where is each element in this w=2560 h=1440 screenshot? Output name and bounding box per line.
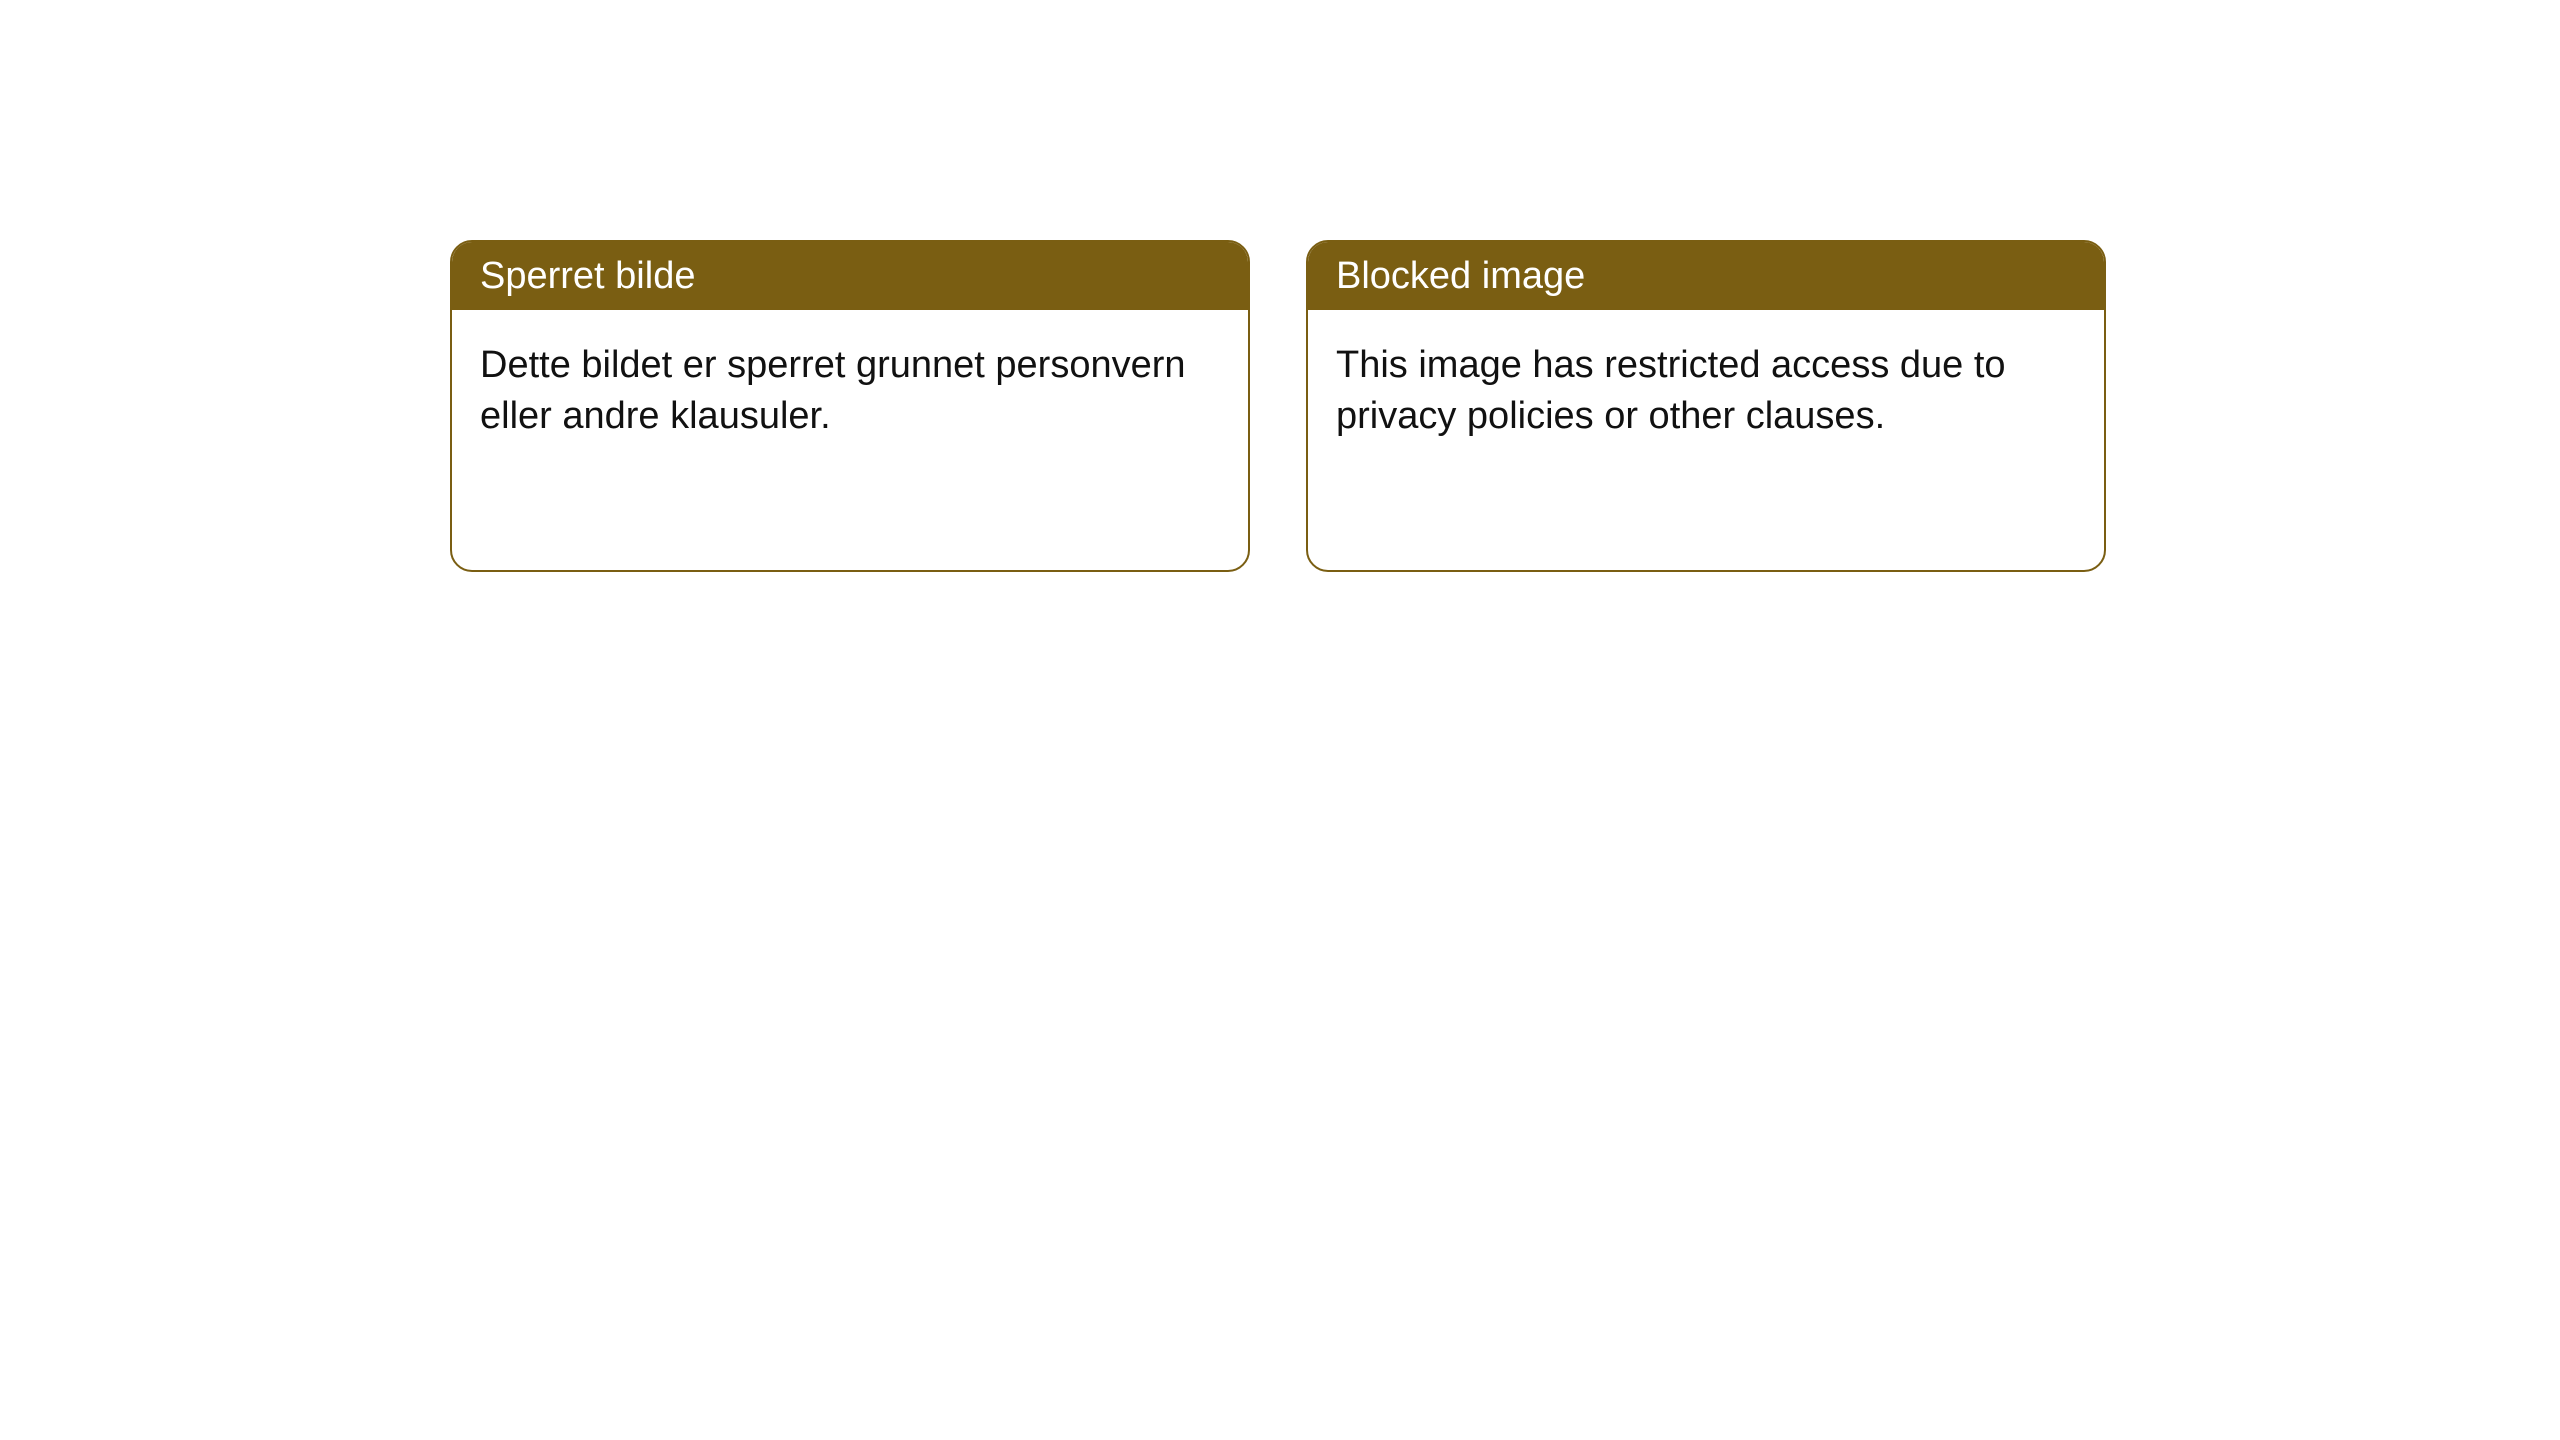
notice-card-body-text: This image has restricted access due to … bbox=[1336, 344, 2006, 437]
notice-card-body-text: Dette bildet er sperret grunnet personve… bbox=[480, 344, 1186, 437]
notice-card-header: Blocked image bbox=[1308, 242, 2104, 310]
notice-card-en: Blocked image This image has restricted … bbox=[1306, 240, 2106, 572]
notice-card-title: Blocked image bbox=[1336, 255, 1585, 297]
notice-card-body: This image has restricted access due to … bbox=[1308, 310, 2104, 463]
page-root: Sperret bilde Dette bildet er sperret gr… bbox=[0, 0, 2560, 1440]
notice-card-header: Sperret bilde bbox=[452, 242, 1248, 310]
notice-card-body: Dette bildet er sperret grunnet personve… bbox=[452, 310, 1248, 463]
notice-card-title: Sperret bilde bbox=[480, 255, 695, 297]
notice-card-row: Sperret bilde Dette bildet er sperret gr… bbox=[450, 240, 2106, 572]
notice-card-no: Sperret bilde Dette bildet er sperret gr… bbox=[450, 240, 1250, 572]
